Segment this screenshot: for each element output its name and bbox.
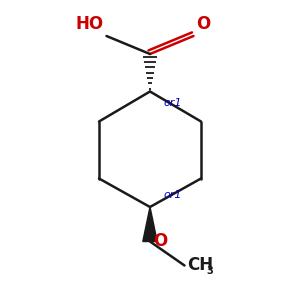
- Text: or1: or1: [164, 190, 182, 200]
- Text: 3: 3: [206, 266, 213, 276]
- Text: CH: CH: [188, 256, 214, 274]
- Text: O: O: [153, 232, 167, 250]
- Text: O: O: [196, 15, 211, 33]
- Text: or1: or1: [164, 98, 182, 109]
- Polygon shape: [143, 207, 157, 242]
- Text: HO: HO: [75, 15, 103, 33]
